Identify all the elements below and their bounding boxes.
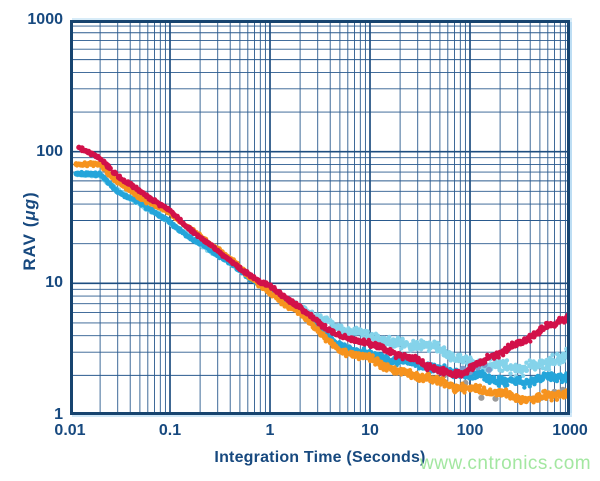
- plot-frame: [70, 20, 570, 415]
- series-device-orange: [73, 160, 570, 406]
- x-tick-label: 1: [265, 422, 275, 439]
- chart-canvas: [70, 20, 570, 415]
- y-tick-label: 1000: [27, 11, 63, 28]
- x-tick-label: 10: [361, 422, 379, 439]
- series-device-red: [76, 144, 570, 380]
- x-tick-label: 100: [456, 422, 484, 439]
- x-tick-label: 0.1: [158, 422, 182, 439]
- watermark: www.cntronics.com: [420, 453, 592, 474]
- y-axis-title-prefix: RAV (: [20, 220, 39, 271]
- y-axis-title-units: μg: [20, 198, 39, 221]
- x-axis-title: Integration Time (Seconds): [214, 449, 426, 466]
- plot-area: [70, 20, 570, 415]
- y-tick-label: 100: [36, 142, 63, 160]
- y-tick-label: 1: [54, 406, 63, 423]
- y-axis-title-suffix: ): [20, 191, 39, 199]
- y-axis-title: RAV (μg): [20, 191, 40, 270]
- grid: [70, 20, 570, 415]
- x-tick-label: 0.01: [54, 422, 86, 439]
- y-tick-label: 10: [45, 274, 63, 292]
- x-tick-label: 1000: [552, 422, 588, 439]
